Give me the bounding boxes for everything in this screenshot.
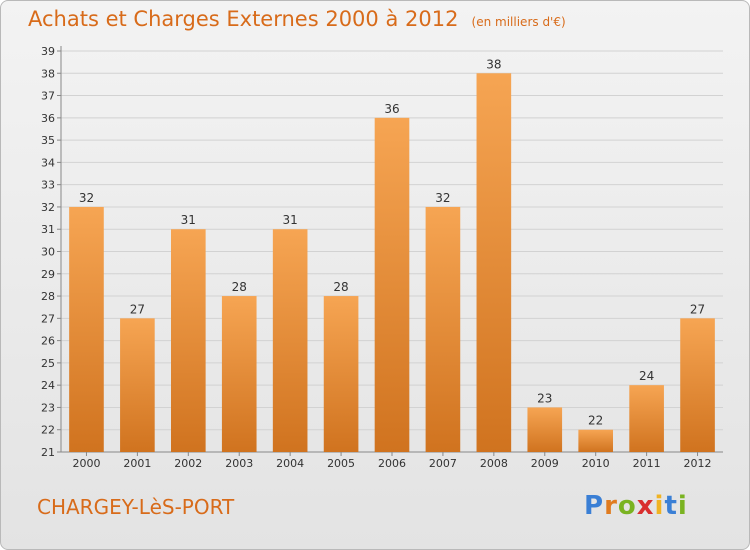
value-label: 27 [690,302,705,316]
x-tick-label: 2002 [174,457,202,470]
bar [120,318,155,452]
y-tick-label: 36 [41,112,55,125]
value-label: 32 [435,191,450,205]
bar [476,73,512,453]
logo-letter: x [636,491,655,521]
x-tick-label: 2008 [480,457,508,470]
y-tick-label: 27 [41,312,55,325]
y-tick-label: 34 [41,156,55,169]
tick-labels: 21 22 23 24 25 26 27 28 29 30 31 32 33 34 35 36 37 38 39 20… [41,45,712,470]
y-tick-label: 35 [41,134,55,147]
commune-name: CHARGEY-LèS-PORT [37,495,235,519]
chart-subtitle: (en milliers d'€) [471,15,566,29]
logo-letter: i [677,491,688,521]
x-tick-label: 2006 [378,457,406,470]
y-tick-label: 29 [41,268,55,281]
logo-letter: r [604,491,618,521]
logo-letter: t [664,491,678,521]
value-label: 31 [283,213,298,227]
x-tick-label: 2011 [633,457,661,470]
value-label: 38 [486,57,501,71]
x-tick-label: 2000 [72,457,100,470]
logo-letter: o [617,491,637,521]
y-tick-label: 30 [41,246,55,259]
y-tick-label: 28 [41,290,55,303]
y-tick-label: 26 [41,335,55,348]
y-tick-label: 25 [41,357,55,370]
value-label: 23 [537,391,552,405]
y-tick-label: 23 [41,401,55,414]
bar [323,296,359,452]
x-tick-label: 2001 [123,457,151,470]
bar [221,296,257,452]
bar [170,229,206,452]
y-tick-label: 39 [41,45,55,58]
y-tick-label: 31 [41,223,55,236]
x-tick-label: 2004 [276,457,304,470]
bar [425,206,461,452]
value-label: 31 [181,213,196,227]
bar [374,117,410,452]
y-tick-label: 33 [41,179,55,192]
y-tick-label: 22 [41,424,55,437]
y-tick-label: 21 [41,446,55,459]
bars [69,73,715,453]
value-label: 27 [130,302,145,316]
y-tick-label: 32 [41,201,55,214]
y-tick-label: 37 [41,90,55,103]
x-tick-label: 2010 [582,457,610,470]
y-tick-label: 24 [41,379,55,392]
y-tick-label: 38 [41,67,55,80]
bar [272,229,308,452]
value-label: 36 [384,102,399,116]
x-tick-label: 2007 [429,457,457,470]
value-label: 28 [333,280,348,294]
x-tick-label: 2003 [225,457,253,470]
value-label: 28 [232,280,247,294]
value-label: 22 [588,414,603,428]
bar [629,385,664,452]
value-label: 32 [79,191,94,205]
bar [69,206,104,452]
bar [578,429,614,452]
bar [680,318,715,452]
proxiti-logo: Proxiti [584,491,688,521]
x-tick-label: 2012 [684,457,712,470]
x-tick-label: 2009 [531,457,559,470]
logo-letter: i [654,491,665,521]
chart-title-block: Achats et Charges Externes 2000 à 2012 (… [28,7,566,31]
x-tick-label: 2005 [327,457,355,470]
logo-letter: P [584,491,605,521]
value-labels: 32 27 31 28 31 28 36 32 38 23 22 24 27 [79,57,705,427]
chart-title: Achats et Charges Externes 2000 à 2012 [28,7,459,31]
bar [527,407,563,452]
value-label: 24 [639,369,654,383]
